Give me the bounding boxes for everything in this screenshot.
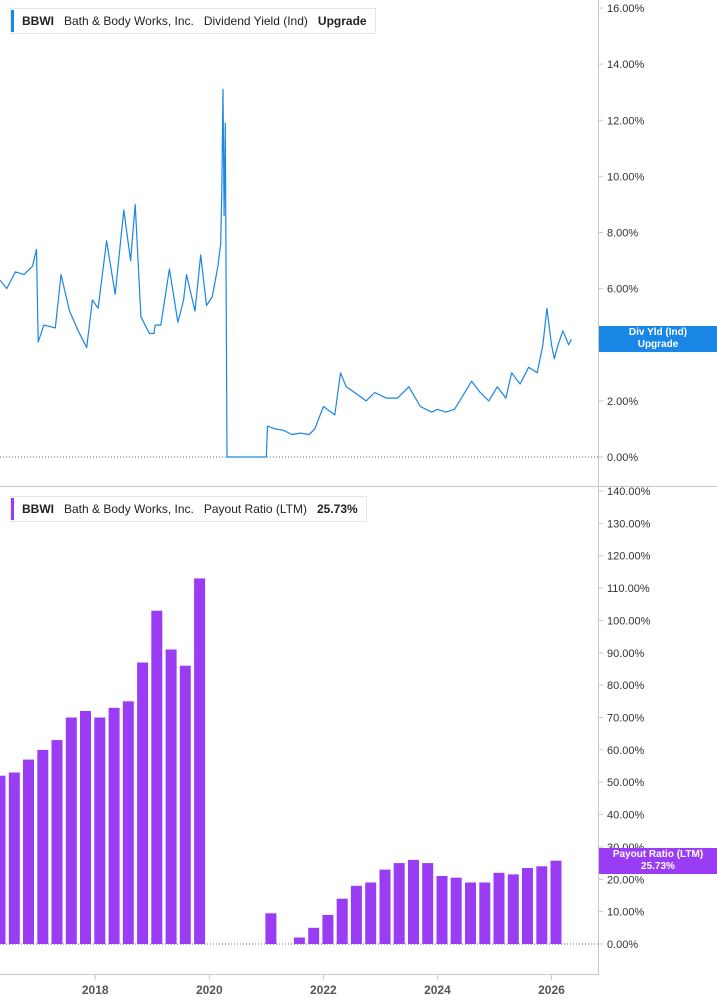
payout-legend-company: Bath & Body Works, Inc. bbox=[64, 502, 194, 516]
payout-ytick-label: 70.00% bbox=[607, 713, 645, 725]
payout-bar bbox=[122, 701, 134, 944]
x-tick-label: 2020 bbox=[196, 983, 223, 997]
payout-bar bbox=[137, 662, 149, 944]
payout-legend-swatch bbox=[11, 498, 14, 520]
payout-bar bbox=[265, 913, 277, 944]
yield-last-value-tag: Div Yld (Ind) Upgrade bbox=[599, 326, 717, 353]
x-tick-label: 2018 bbox=[82, 983, 109, 997]
payout-bar bbox=[507, 874, 519, 944]
yield-ytick-label: 14.00% bbox=[607, 59, 645, 71]
payout-bar bbox=[322, 914, 334, 944]
payout-bar bbox=[436, 876, 448, 944]
yield-legend-metric: Dividend Yield (Ind) bbox=[203, 14, 308, 28]
yield-tag-label: Div Yld (Ind) bbox=[628, 327, 688, 339]
yield-legend[interactable]: BBWI Bath & Body Works, Inc. Dividend Yi… bbox=[10, 8, 376, 34]
payout-ytick-label: 140.00% bbox=[607, 486, 651, 498]
payout-bar bbox=[293, 937, 305, 944]
payout-bar bbox=[80, 711, 91, 944]
payout-bar bbox=[365, 882, 377, 944]
payout-legend-ticker: BBWI bbox=[22, 502, 54, 516]
yield-legend-value: Upgrade bbox=[317, 14, 367, 28]
yield-ytick-label: 8.00% bbox=[607, 228, 638, 240]
payout-bar bbox=[194, 578, 206, 944]
yield-tag-value: Upgrade bbox=[637, 339, 679, 351]
payout-ytick-label: 10.00% bbox=[607, 907, 645, 919]
payout-bar bbox=[522, 868, 533, 944]
payout-bar bbox=[536, 866, 548, 944]
payout-bar bbox=[108, 707, 120, 944]
payout-ytick-label: 40.00% bbox=[607, 810, 645, 822]
payout-bar bbox=[65, 717, 77, 944]
payout-bar bbox=[165, 649, 177, 944]
payout-bar bbox=[350, 885, 362, 944]
yield-ytick-label: 16.00% bbox=[607, 3, 645, 15]
yield-ytick-label: 10.00% bbox=[607, 171, 645, 183]
payout-bar bbox=[550, 860, 562, 944]
payout-tag-label: Payout Ratio (LTM) bbox=[612, 848, 704, 860]
payout-ytick-label: 90.00% bbox=[607, 648, 645, 660]
yield-series-line bbox=[0, 88, 572, 458]
payout-ytick-label: 100.00% bbox=[607, 615, 651, 627]
payout-legend-metric: Payout Ratio (LTM) bbox=[203, 502, 307, 516]
payout-bar bbox=[23, 759, 34, 944]
x-tick-label: 2024 bbox=[424, 983, 451, 997]
x-tick-label: 2022 bbox=[310, 983, 337, 997]
payout-bar bbox=[8, 772, 20, 944]
yield-ytick-label: 6.00% bbox=[607, 284, 638, 296]
payout-bar bbox=[408, 859, 419, 944]
payout-tag-value: 25.73% bbox=[641, 860, 675, 872]
payout-bar bbox=[465, 882, 476, 944]
payout-bar bbox=[422, 863, 434, 944]
payout-ytick-label: 60.00% bbox=[607, 745, 645, 757]
payout-bar bbox=[493, 872, 505, 944]
payout-bar bbox=[51, 740, 63, 944]
payout-legend-value: 25.73% bbox=[317, 502, 358, 516]
payout-bar bbox=[379, 869, 391, 944]
payout-bar bbox=[393, 863, 405, 944]
yield-ytick-label: 0.00% bbox=[607, 452, 638, 464]
yield-legend-ticker: BBWI bbox=[22, 14, 54, 28]
payout-bar bbox=[450, 877, 462, 944]
payout-ytick-label: 80.00% bbox=[607, 680, 645, 692]
payout-ytick-label: 120.00% bbox=[607, 551, 651, 563]
payout-ytick-label: 130.00% bbox=[607, 518, 651, 530]
payout-bar bbox=[179, 665, 191, 944]
payout-last-value-tag: Payout Ratio (LTM) 25.73% bbox=[599, 847, 717, 874]
yield-legend-swatch bbox=[11, 10, 14, 32]
yield-ytick-label: 2.00% bbox=[607, 396, 638, 408]
payout-bar bbox=[479, 882, 491, 944]
payout-ytick-label: 20.00% bbox=[607, 874, 645, 886]
payout-bar bbox=[0, 775, 6, 944]
payout-ytick-label: 0.00% bbox=[607, 939, 638, 951]
payout-ytick-label: 50.00% bbox=[607, 777, 645, 789]
payout-bar bbox=[308, 927, 320, 944]
x-tick-label: 2026 bbox=[538, 983, 565, 997]
payout-bar bbox=[151, 610, 163, 944]
yield-ytick-label: 12.00% bbox=[607, 115, 645, 127]
payout-bar bbox=[336, 898, 348, 944]
payout-bar bbox=[37, 749, 49, 944]
yield-legend-company: Bath & Body Works, Inc. bbox=[64, 14, 194, 28]
payout-bar bbox=[94, 717, 106, 944]
payout-legend[interactable]: BBWI Bath & Body Works, Inc. Payout Rati… bbox=[10, 496, 367, 522]
payout-ytick-label: 110.00% bbox=[607, 583, 650, 595]
